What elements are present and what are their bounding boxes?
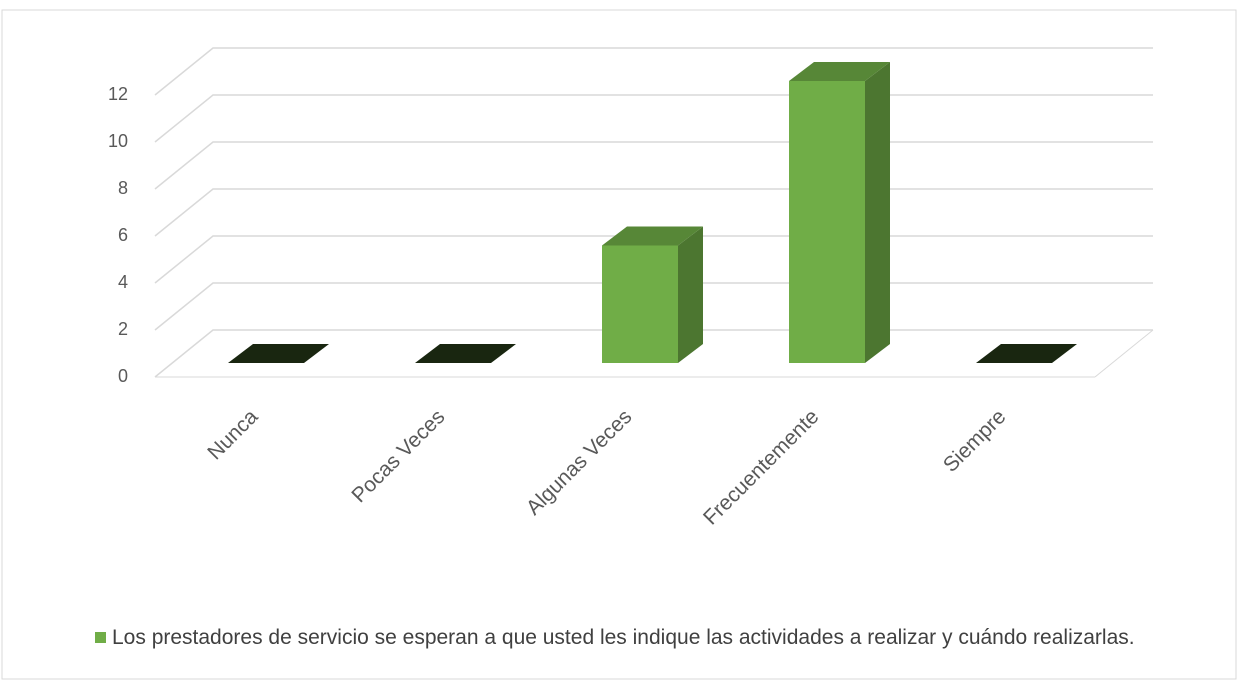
legend-label: Los prestadores de servicio se esperan a…: [112, 626, 1135, 649]
x-tick-label: Frecuentemente: [699, 405, 823, 529]
floor-edge: [1094, 329, 1154, 378]
y-tick-label: 8: [118, 178, 128, 198]
bar-top: [228, 344, 329, 363]
grid-line: [154, 141, 1153, 190]
y-tick-label: 6: [118, 225, 128, 245]
bar-top: [415, 344, 516, 363]
x-tick-label: Siempre: [939, 405, 1011, 477]
y-tick-label: 0: [118, 366, 128, 386]
y-tick-label: 4: [118, 272, 128, 292]
x-tick-label: Nunca: [203, 405, 262, 464]
bar-top: [602, 226, 703, 246]
bar-front: [789, 81, 865, 363]
x-tick-label: Algunas Veces: [522, 405, 637, 520]
grid-line: [154, 94, 1153, 143]
bar-top: [789, 62, 890, 81]
chart-border: [1, 9, 1237, 680]
x-tick-label: Pocas Veces: [347, 405, 449, 507]
legend-swatch: [95, 632, 106, 643]
y-tick-label: 10: [108, 131, 128, 151]
grid-line: [154, 47, 1153, 96]
y-tick-label: 12: [108, 84, 128, 104]
y-tick-label: 2: [118, 319, 128, 339]
bar-top: [976, 344, 1077, 363]
bar-side: [678, 226, 703, 363]
legend: Los prestadores de servicio se esperan a…: [95, 624, 1195, 652]
bar-side: [865, 62, 890, 363]
bar-front: [602, 245, 678, 363]
